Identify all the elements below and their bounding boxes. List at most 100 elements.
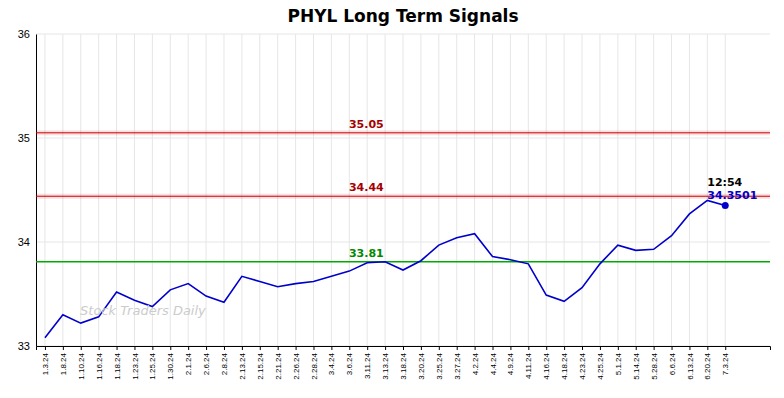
- x-tick-mark: [117, 346, 118, 350]
- x-tick-mark: [564, 346, 565, 350]
- x-tick-mark: [510, 346, 511, 350]
- y-tick-label: 36: [18, 28, 30, 40]
- x-tick-label: 4.23.24: [578, 352, 587, 379]
- x-tick-label: 5.1.24: [614, 352, 623, 375]
- x-tick-label: 4.9.24: [506, 352, 515, 375]
- x-tick-label: 2.1.24: [184, 352, 193, 375]
- grid-line-x: [188, 34, 189, 346]
- x-tick-label: 5.28.24: [650, 352, 659, 379]
- x-tick-label: 6.20.24: [703, 352, 712, 379]
- x-tick-mark: [707, 346, 708, 350]
- x-tick-label: 1.18.24: [113, 352, 122, 379]
- x-tick-mark: [313, 346, 314, 350]
- x-tick: 3.13.24: [381, 346, 390, 380]
- x-tick: 1.16.24: [95, 346, 104, 380]
- x-tick-label: 1.25.24: [148, 352, 157, 379]
- grid: [36, 34, 770, 346]
- x-tick-mark: [546, 346, 547, 350]
- x-tick: 4.4.24: [489, 346, 498, 375]
- x-tick-mark: [672, 346, 673, 350]
- y-tick-label: 34: [18, 236, 30, 248]
- x-tick: 6.6.24: [668, 346, 677, 375]
- grid-line-x: [313, 34, 314, 346]
- grid-line-x: [170, 34, 171, 346]
- grid-line-x: [546, 34, 547, 346]
- grid-line-x: [116, 34, 117, 346]
- x-tick: 5.1.24: [614, 346, 623, 375]
- grid-line-y: [36, 138, 770, 139]
- y-tick-label: 35: [18, 132, 30, 144]
- signal-line: [36, 132, 770, 133]
- x-tick-label: 6.6.24: [668, 352, 677, 375]
- x-tick: 1.3.24: [41, 346, 50, 375]
- x-tick-label: 1.10.24: [77, 352, 86, 379]
- grid-line-x: [80, 34, 81, 346]
- x-tick: 1.30.24: [166, 346, 175, 380]
- x-tick-label: 3.13.24: [381, 352, 390, 379]
- x-tick-label: 2.28.24: [310, 352, 319, 379]
- x-tick: 2.6.24: [202, 346, 211, 375]
- annotations: 35.0534.4433.8112:5434.3501Stock Traders…: [80, 118, 757, 318]
- grid-line-x: [206, 34, 207, 346]
- last-point: [722, 202, 729, 209]
- x-tick-mark: [188, 346, 189, 350]
- x-tick-label: 6.13.24: [685, 352, 694, 379]
- grid-line-x: [241, 34, 242, 346]
- grid-line-x: [438, 34, 439, 346]
- chart: 1.3.241.8.241.10.241.16.241.18.241.23.24…: [0, 0, 784, 398]
- x-tick-mark: [582, 346, 583, 350]
- x-tick-mark: [260, 346, 261, 350]
- x-tick: 2.13.24: [238, 346, 247, 380]
- x-tick: 3.18.24: [399, 346, 408, 380]
- grid-line-x: [331, 34, 332, 346]
- grid-line-x: [564, 34, 565, 346]
- x-tick-mark: [725, 346, 726, 350]
- y-tick-label: 33: [18, 340, 30, 352]
- x-tick: 2.15.24: [256, 346, 265, 380]
- x-tick-mark: [457, 346, 458, 350]
- x-tick: 1.18.24: [113, 346, 122, 380]
- signal-label: 34.44: [349, 181, 384, 194]
- x-tick: 4.18.24: [560, 346, 569, 380]
- x-tick-label: 3.18.24: [399, 352, 408, 379]
- x-tick-mark: [403, 346, 404, 350]
- grid-line-x: [259, 34, 260, 346]
- x-tick-mark: [385, 346, 386, 350]
- x-tick-mark: [224, 346, 225, 350]
- x-tick-label: 1.16.24: [95, 352, 104, 379]
- x-tick-label: 3.20.24: [417, 352, 426, 379]
- x-tick-mark: [331, 346, 332, 350]
- x-tick-mark: [170, 346, 171, 350]
- grid-line-x: [295, 34, 296, 346]
- x-tick-mark: [528, 346, 529, 350]
- x-tick-mark: [475, 346, 476, 350]
- last-label: 12:54: [707, 176, 742, 189]
- x-tick-mark: [493, 346, 494, 350]
- grid-line-x: [528, 34, 529, 346]
- x-tick-label: 4.2.24: [471, 352, 480, 375]
- y-axis-line: [36, 35, 37, 347]
- x-tick-mark: [63, 346, 64, 350]
- grid-line-x: [510, 34, 511, 346]
- x-tick: 5.28.24: [650, 346, 659, 380]
- x-tick: 3.20.24: [417, 346, 426, 380]
- x-tick-label: 3.11.24: [363, 352, 372, 379]
- signal-band: [36, 130, 770, 135]
- grid-line-x: [671, 34, 672, 346]
- x-tick: 4.2.24: [471, 346, 480, 375]
- x-tick-mark: [81, 346, 82, 350]
- x-tick-mark: [296, 346, 297, 350]
- x-tick: 6.13.24: [685, 346, 694, 380]
- x-axis: 1.3.241.8.241.10.241.16.241.18.241.23.24…: [37, 346, 771, 380]
- x-tick-mark: [242, 346, 243, 350]
- grid-line-x: [689, 34, 690, 346]
- x-tick-mark: [689, 346, 690, 350]
- x-tick-label: 2.21.24: [274, 352, 283, 379]
- grid-line-x: [62, 34, 63, 346]
- x-tick-label: 3.4.24: [327, 352, 336, 375]
- x-tick: 3.27.24: [453, 346, 462, 380]
- grid-line-x: [635, 34, 636, 346]
- last-value-label: 34.3501: [707, 189, 757, 202]
- grid-line-x: [599, 34, 600, 346]
- grid-line-y: [36, 34, 770, 35]
